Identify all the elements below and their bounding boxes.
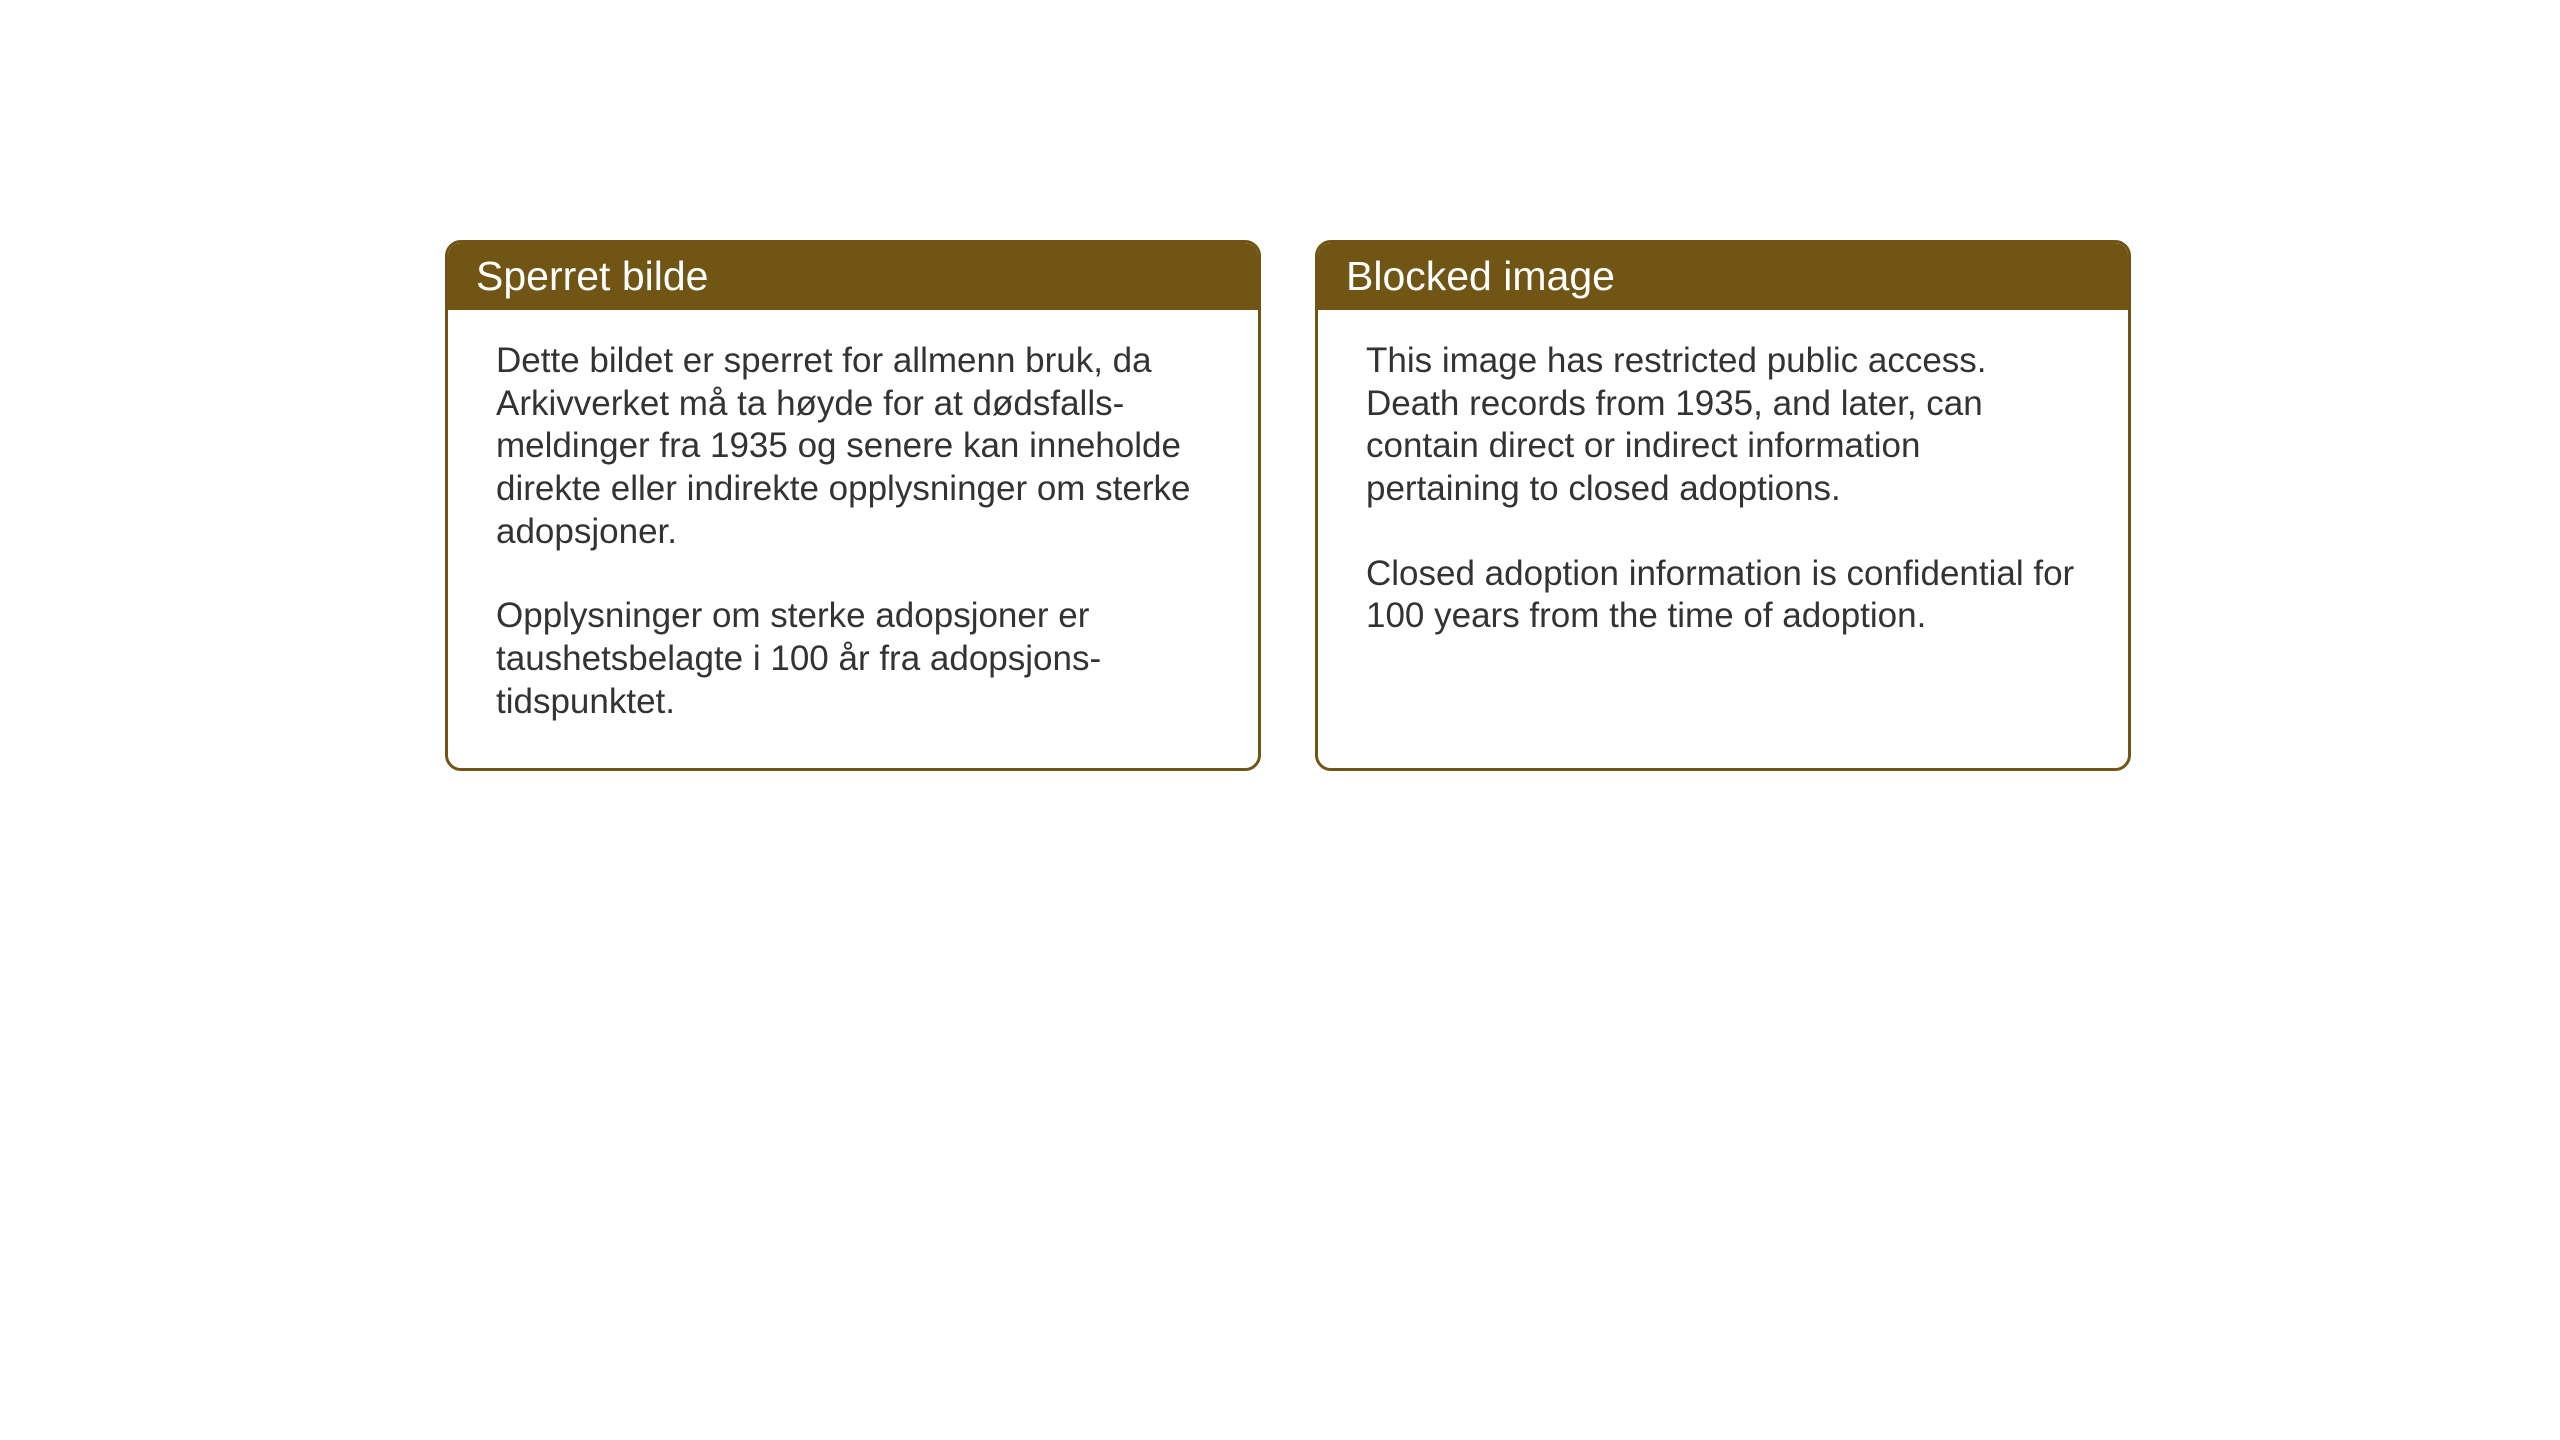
card-left-paragraph-2: Opplysninger om sterke adopsjoner er tau…	[496, 595, 1210, 723]
card-right: Blocked image This image has restricted …	[1315, 240, 2131, 771]
card-right-header: Blocked image	[1318, 243, 2128, 310]
card-left-title: Sperret bilde	[476, 253, 708, 299]
card-left-paragraph-1: Dette bildet er sperret for allmenn bruk…	[496, 340, 1210, 553]
card-left-body: Dette bildet er sperret for allmenn bruk…	[448, 310, 1258, 768]
card-right-body: This image has restricted public access.…	[1318, 310, 2128, 682]
card-right-paragraph-1: This image has restricted public access.…	[1366, 340, 2080, 511]
cards-container: Sperret bilde Dette bildet er sperret fo…	[445, 240, 2131, 771]
card-left-header: Sperret bilde	[448, 243, 1258, 310]
card-right-paragraph-2: Closed adoption information is confident…	[1366, 553, 2080, 638]
card-left: Sperret bilde Dette bildet er sperret fo…	[445, 240, 1261, 771]
card-right-title: Blocked image	[1346, 253, 1615, 299]
